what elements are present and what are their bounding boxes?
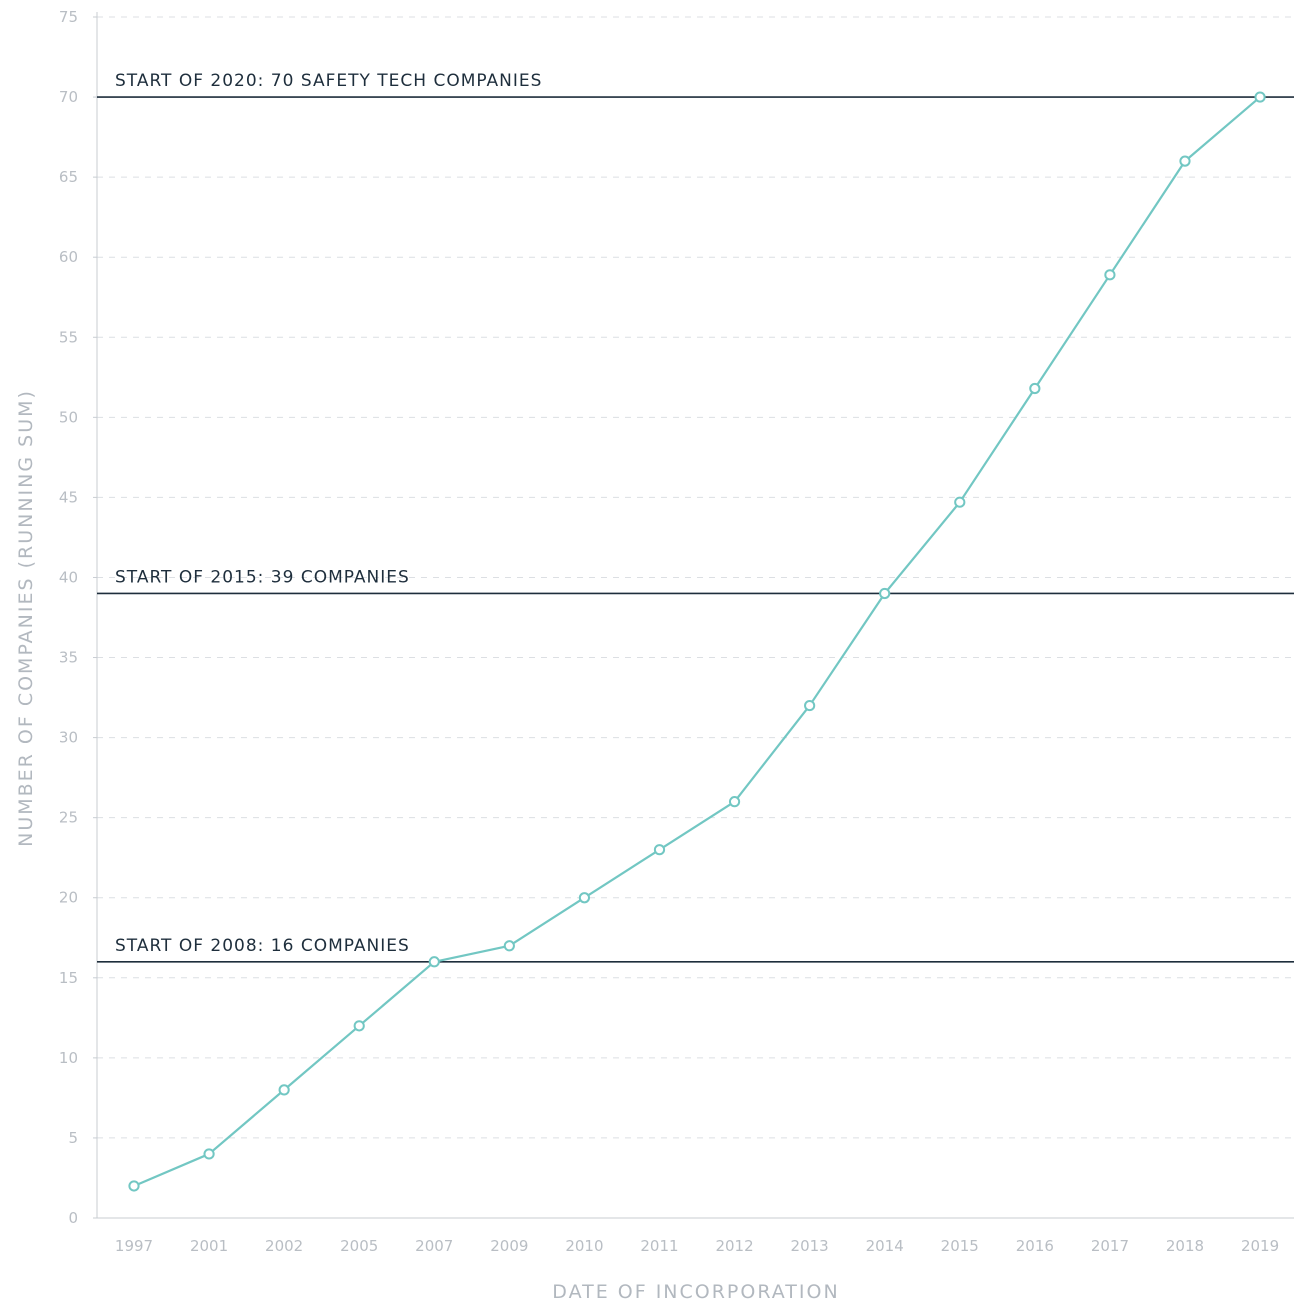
x-tick-label: 2012 bbox=[715, 1237, 753, 1255]
y-tick-label: 60 bbox=[59, 248, 78, 266]
x-tick-label: 1997 bbox=[115, 1237, 153, 1255]
reference-lines: START OF 2020: 70 SAFETY TECH COMPANIES S… bbox=[97, 71, 1294, 963]
y-tick-label: 50 bbox=[59, 408, 78, 426]
y-tick-label: 35 bbox=[59, 649, 78, 667]
axes: 0 5 10 15 20 25 30 35 40 45 50 55 60 65 70 75 1997 2001 20… bbox=[59, 8, 1294, 1255]
x-tick-label: 2017 bbox=[1091, 1237, 1129, 1255]
y-tick-label: 40 bbox=[59, 568, 78, 586]
reference-line-label: START OF 2008: 16 COMPANIES bbox=[115, 936, 410, 956]
data-point bbox=[728, 796, 741, 808]
series-line bbox=[133, 96, 1261, 1187]
y-tick-label: 45 bbox=[59, 488, 78, 506]
data-point bbox=[879, 587, 891, 600]
x-tick-label: 2011 bbox=[640, 1237, 678, 1255]
reference-line-label: START OF 2015: 39 COMPANIES bbox=[115, 567, 410, 587]
data-point bbox=[128, 1180, 140, 1192]
x-tick-label: 2002 bbox=[265, 1237, 303, 1255]
x-tick-label: 2016 bbox=[1016, 1237, 1054, 1255]
x-axis-title: DATE OF INCORPORATION bbox=[552, 1281, 839, 1303]
y-tick-label: 5 bbox=[68, 1129, 78, 1147]
data-point bbox=[954, 496, 966, 508]
x-tick-label: 2018 bbox=[1166, 1237, 1204, 1255]
x-tick-label: 2009 bbox=[490, 1237, 528, 1255]
y-tick-label: 10 bbox=[59, 1049, 78, 1067]
data-point bbox=[1029, 382, 1041, 395]
y-tick-label: 15 bbox=[59, 969, 78, 987]
data-point bbox=[1104, 269, 1116, 281]
data-point bbox=[428, 956, 440, 968]
data-point bbox=[503, 940, 515, 952]
y-axis-title: NUMBER OF COMPANIES (RUNNING SUM) bbox=[15, 389, 37, 847]
x-tick-label: 2005 bbox=[340, 1237, 378, 1255]
data-point bbox=[203, 1148, 215, 1160]
x-tick-label: 2001 bbox=[190, 1237, 228, 1255]
x-tick-label: 2014 bbox=[866, 1237, 904, 1255]
x-tick-label: 2019 bbox=[1241, 1237, 1279, 1255]
x-tick-label: 2007 bbox=[415, 1237, 453, 1255]
y-tick-label: 20 bbox=[59, 889, 78, 907]
x-tick-label: 2013 bbox=[791, 1237, 829, 1255]
y-tick-label: 25 bbox=[59, 809, 78, 827]
reference-line-label: START OF 2020: 70 SAFETY TECH COMPANIES bbox=[115, 71, 542, 91]
x-tick-label: 2015 bbox=[941, 1237, 979, 1255]
y-tick-label: 65 bbox=[59, 168, 78, 186]
y-tick-label: 70 bbox=[59, 88, 78, 106]
data-point bbox=[1254, 91, 1266, 103]
y-tick-label: 30 bbox=[59, 729, 78, 747]
series bbox=[128, 91, 1266, 1192]
data-point bbox=[353, 1020, 365, 1032]
axis-labels: DATE OF INCORPORATION NUMBER OF COMPANIE… bbox=[15, 389, 839, 1303]
x-tick-label: 2010 bbox=[565, 1237, 603, 1255]
data-point bbox=[653, 844, 666, 856]
data-point bbox=[578, 892, 591, 904]
y-tick-label: 55 bbox=[59, 328, 78, 346]
data-point bbox=[804, 699, 816, 712]
y-tick-label: 0 bbox=[68, 1209, 78, 1227]
y-tick-label: 75 bbox=[59, 8, 78, 26]
data-point bbox=[1179, 155, 1191, 167]
data-point bbox=[278, 1084, 290, 1096]
